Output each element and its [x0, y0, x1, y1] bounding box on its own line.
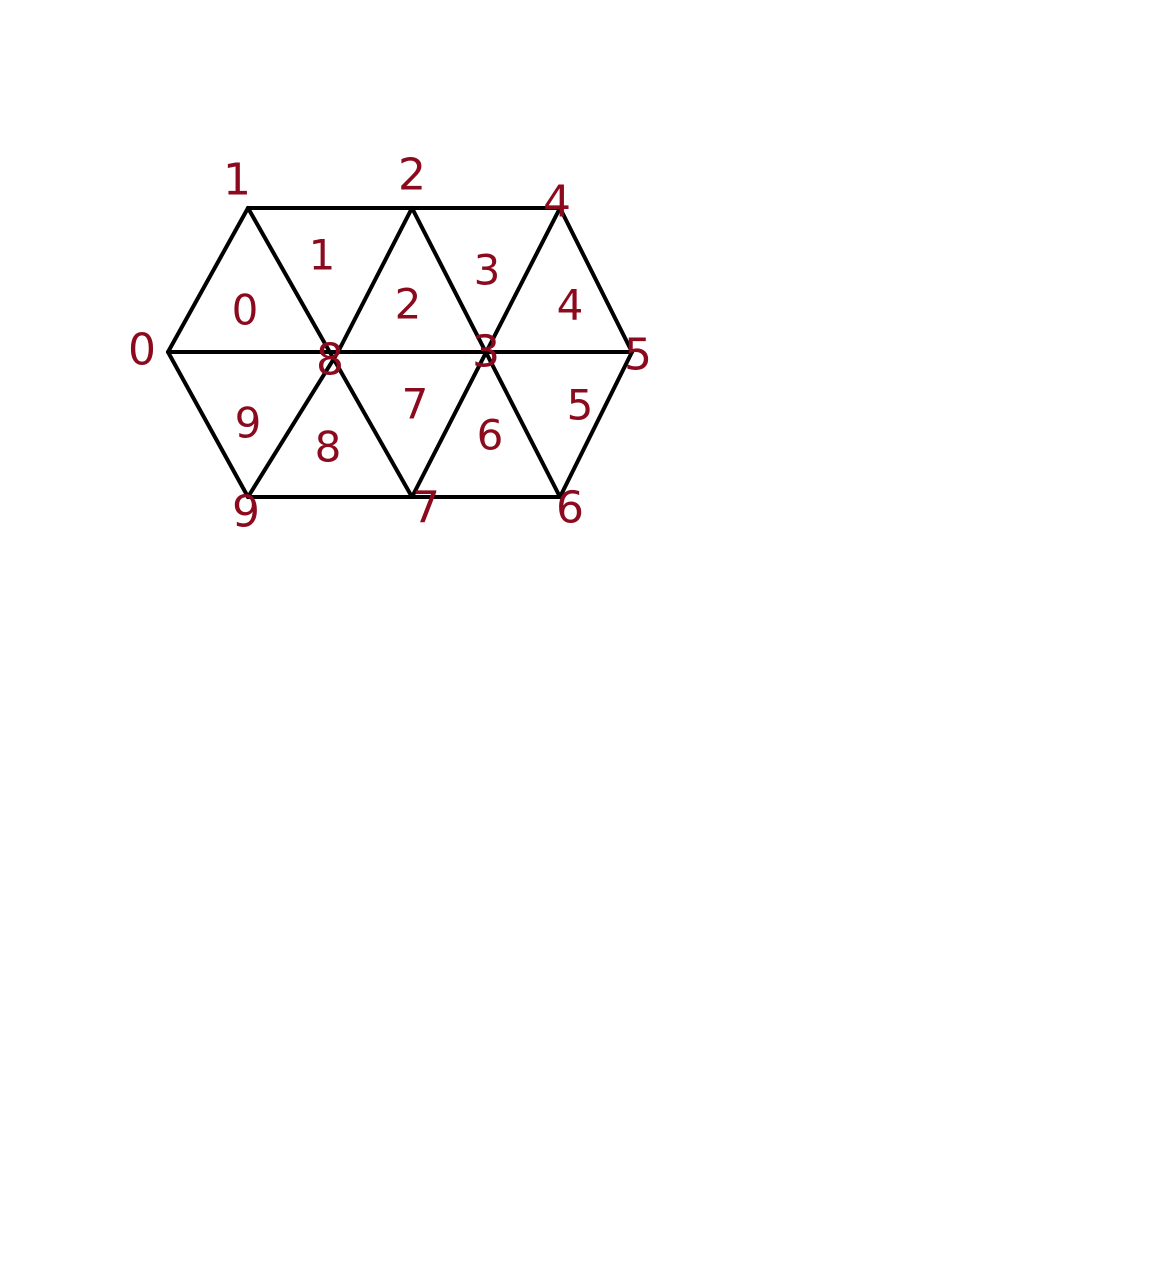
triangle-label-5: 5 [567, 381, 594, 430]
triangle-label-0: 0 [232, 286, 259, 335]
edge-5-6 [558, 350, 634, 499]
mesh-edges [166, 206, 634, 499]
vertex-label-2: 2 [398, 150, 426, 201]
edge-2-8 [336, 206, 414, 354]
triangle-label-1: 1 [309, 231, 336, 280]
triangle-label-8: 8 [315, 423, 342, 472]
edge-4-7 [410, 206, 562, 499]
vertex-label-0: 0 [128, 325, 156, 376]
edge-1-7 [246, 206, 414, 499]
edge-4-5 [558, 206, 634, 354]
vertex-label-8: 8 [316, 335, 344, 386]
triangle-label-7: 7 [402, 380, 429, 429]
triangle-label-3: 3 [474, 246, 501, 295]
triangle-label-4: 4 [557, 281, 584, 330]
triangle-labels: 0 1 2 3 4 5 6 7 8 9 [232, 231, 594, 472]
vertex-label-9: 9 [232, 487, 260, 538]
vertex-label-3: 3 [472, 327, 500, 378]
edge-0-9 [166, 350, 250, 499]
vertex-label-4: 4 [543, 177, 571, 228]
vertex-label-5: 5 [624, 330, 652, 381]
vertex-label-6: 6 [556, 483, 584, 534]
vertex-labels: 0 1 2 3 4 5 6 7 8 9 [128, 150, 652, 538]
triangle-label-2: 2 [395, 280, 422, 329]
edge-0-1 [166, 206, 250, 354]
triangle-label-9: 9 [235, 399, 262, 448]
triangle-label-6: 6 [477, 411, 504, 460]
vertex-label-7: 7 [412, 483, 440, 534]
vertex-label-1: 1 [223, 155, 251, 206]
edge-9-8 [246, 350, 340, 499]
